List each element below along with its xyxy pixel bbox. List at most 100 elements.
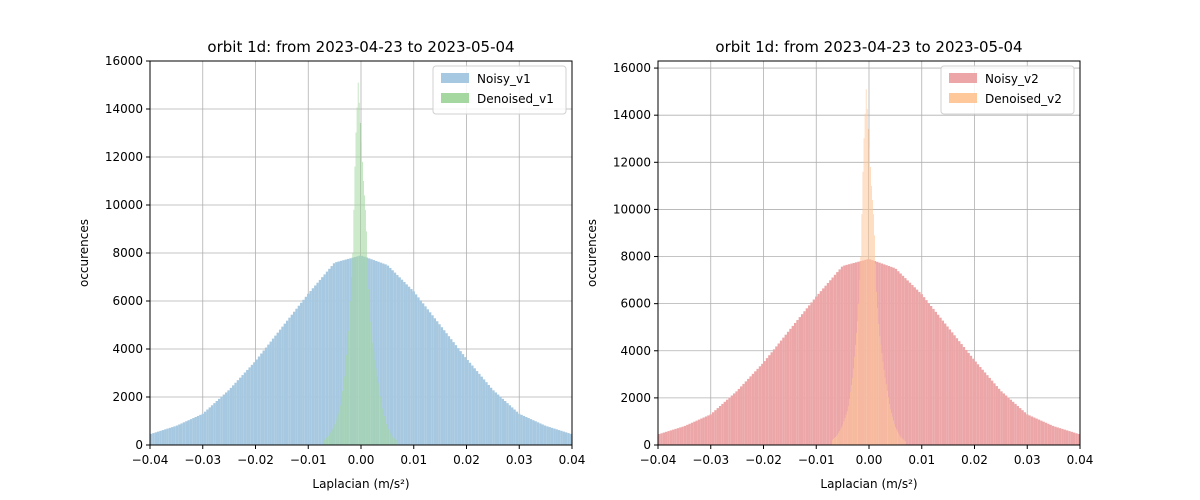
histogram-bar [365, 209, 366, 445]
histogram-bar [368, 289, 369, 445]
histogram-bar [384, 416, 385, 445]
histogram-bar [377, 261, 380, 445]
histogram-bar [361, 142, 362, 445]
histogram-bar [932, 308, 935, 445]
histogram-bar [330, 266, 333, 445]
histogram-bar [182, 422, 186, 445]
histogram-bar [332, 428, 334, 445]
histogram-bar [325, 438, 326, 445]
histogram-bar [824, 285, 827, 445]
histogram-bar [812, 299, 816, 445]
histogram-bar [832, 439, 833, 445]
histogram-bar [543, 425, 547, 445]
histogram-bar [903, 440, 905, 445]
histogram-bar [955, 338, 959, 445]
histogram-bar [344, 259, 347, 445]
histogram-bar [154, 432, 158, 445]
histogram-bar [185, 421, 188, 445]
histogram-bar [854, 356, 855, 445]
histogram-bar [850, 391, 851, 445]
y-tick-label: 2000 [620, 391, 651, 405]
histogram-bar [541, 424, 544, 445]
histogram-bar [969, 355, 973, 445]
histogram-bar [414, 294, 418, 445]
histogram-bar [372, 342, 374, 445]
histogram-bar [810, 302, 813, 445]
histogram-bar [381, 403, 382, 445]
histogram-bar [1004, 395, 1008, 445]
x-tick-label: 0.01 [908, 453, 935, 467]
y-tick-label: 16000 [613, 61, 651, 75]
histogram-bar [499, 396, 502, 445]
histogram-bar [845, 264, 848, 445]
histogram-bar [393, 272, 397, 445]
histogram-bar [452, 342, 455, 445]
histogram-bar [844, 417, 846, 445]
histogram-bar [234, 382, 237, 445]
histogram-bar [843, 265, 846, 445]
histogram-bar [192, 418, 195, 445]
histogram-bar [892, 267, 895, 445]
histogram-bar [751, 373, 755, 445]
histogram-bar [875, 263, 876, 445]
histogram-bar [379, 262, 383, 445]
histogram-bar [974, 361, 977, 445]
histogram-bar [838, 432, 840, 445]
histogram-bar [1075, 433, 1078, 445]
x-tick-label: −0.04 [132, 453, 169, 467]
histogram-bar [274, 335, 277, 445]
histogram-bar [995, 386, 998, 445]
histogram-bar [882, 361, 884, 445]
histogram-bar [887, 397, 889, 445]
histogram-bar [433, 318, 437, 445]
histogram-bar [885, 265, 888, 445]
histogram-bar [367, 260, 368, 445]
histogram-bar [1068, 431, 1071, 445]
histogram-bar [314, 285, 317, 445]
histogram-bar [376, 376, 378, 445]
histogram-bar [276, 332, 279, 445]
histogram-bar [1035, 418, 1038, 445]
histogram-bar [725, 399, 729, 445]
histogram-bar [564, 432, 568, 445]
histogram-bar [241, 375, 244, 445]
histogram-bar [206, 409, 209, 445]
histogram-bar [1021, 410, 1024, 445]
histogram-bar [979, 366, 982, 445]
histogram-bar [527, 418, 530, 445]
histogram-bar [391, 270, 394, 445]
histogram-bar [1070, 431, 1073, 445]
histogram-bar [831, 277, 834, 445]
x-tick-label: −0.03 [184, 453, 221, 467]
histogram-bar [494, 392, 497, 445]
x-tick-label: 0.04 [1067, 453, 1094, 467]
histogram-bar [518, 413, 521, 445]
histogram-bar [375, 368, 377, 445]
histogram-bar [983, 372, 987, 445]
histogram-bar [895, 427, 896, 445]
histogram-bar [660, 433, 663, 445]
histogram-bar [196, 415, 200, 445]
histogram-bar [358, 255, 361, 445]
histogram-bar [840, 428, 842, 445]
histogram-bar [667, 431, 670, 445]
histogram-bar [786, 331, 790, 445]
histogram-bar [522, 415, 526, 445]
histogram-bar [1016, 405, 1020, 445]
histogram-bar [382, 263, 385, 445]
histogram-bar [187, 420, 190, 445]
histogram-bar [300, 302, 303, 445]
histogram-bar [236, 380, 240, 445]
histogram-bar [374, 360, 376, 445]
histogram-bar [777, 343, 780, 445]
histogram-bar [362, 161, 363, 446]
histogram-bar [194, 417, 197, 445]
histogram-bar [326, 437, 327, 445]
histogram-bar [658, 434, 661, 445]
histogram-bar [239, 377, 242, 445]
histogram-bar [368, 258, 371, 445]
histogram-bar [431, 315, 434, 445]
y-tick-label: 2000 [112, 390, 143, 404]
histogram-bar [775, 346, 778, 445]
histogram-bar [1037, 419, 1041, 445]
